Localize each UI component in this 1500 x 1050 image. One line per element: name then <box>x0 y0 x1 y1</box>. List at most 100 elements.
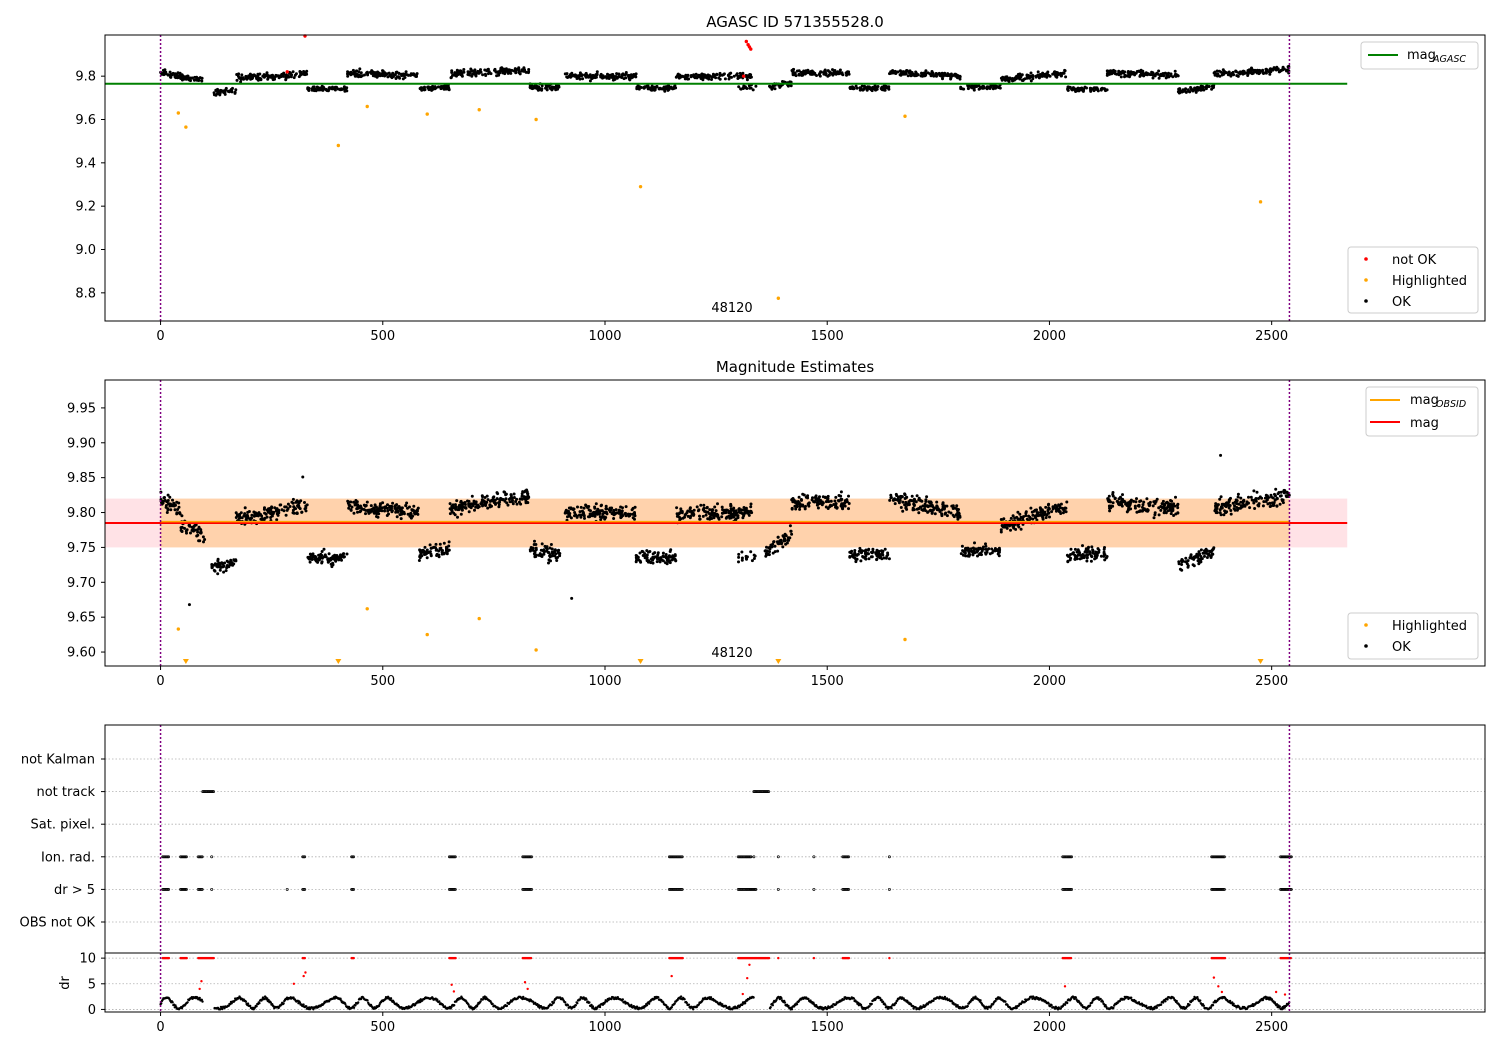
ok-point <box>940 71 944 75</box>
ok-point <box>1029 71 1033 75</box>
ok-point <box>225 566 229 570</box>
ok-point <box>633 517 636 521</box>
ok-point <box>1218 497 1222 501</box>
ok-point <box>269 508 273 512</box>
ok-point <box>524 497 528 501</box>
ok-point <box>688 510 692 513</box>
ok-point <box>865 87 869 91</box>
ok-point <box>954 74 958 78</box>
ok-point <box>1107 72 1111 76</box>
ok-point <box>246 516 250 520</box>
ok-point <box>1159 72 1163 76</box>
ok-point <box>1070 88 1074 92</box>
ok-point <box>256 76 260 80</box>
ok-point <box>634 72 638 76</box>
ok-point <box>1239 504 1243 508</box>
ok-point <box>196 533 200 537</box>
ok-point <box>359 71 363 75</box>
y-tick-label: 9.80 <box>67 506 96 521</box>
ok-point <box>635 87 639 91</box>
ok-point <box>587 75 591 79</box>
ok-point <box>362 508 366 511</box>
ok-point <box>250 516 254 520</box>
ok-point <box>167 502 171 506</box>
ok-point <box>861 88 865 92</box>
ok-point <box>718 71 722 75</box>
ok-point <box>593 76 597 80</box>
ok-point <box>1057 510 1061 514</box>
ok-point <box>439 85 443 88</box>
ok-point <box>653 555 657 559</box>
ok-point <box>570 596 574 600</box>
ok-point <box>436 85 440 89</box>
ok-point <box>368 508 371 512</box>
ok-point <box>1028 76 1031 80</box>
ok-point <box>258 72 262 76</box>
ok-point <box>622 77 626 81</box>
dr-point <box>389 997 393 1000</box>
ok-point <box>210 564 214 568</box>
ok-point <box>984 544 988 548</box>
ok-point <box>460 503 464 507</box>
ok-point <box>352 500 356 504</box>
ok-point <box>505 501 509 505</box>
ok-point <box>324 555 328 559</box>
y-tick-label: 9.65 <box>67 611 96 626</box>
ok-point <box>1089 559 1093 563</box>
ok-point <box>958 77 962 81</box>
ok-point <box>376 70 380 74</box>
ok-point <box>912 502 916 506</box>
ok-point <box>691 511 695 515</box>
ok-point <box>695 76 699 80</box>
ok-point <box>1113 69 1117 73</box>
ok-point <box>197 539 201 543</box>
ok-point <box>482 503 486 507</box>
ok-point <box>447 540 451 544</box>
ok-point <box>318 556 322 560</box>
ok-point <box>1162 74 1166 78</box>
ok-point <box>1017 525 1021 529</box>
ok-point <box>539 548 543 552</box>
ok-point <box>1225 510 1229 514</box>
ok-point <box>984 551 987 555</box>
ok-point <box>534 543 538 546</box>
ok-point <box>624 511 627 515</box>
ok-point <box>383 509 387 513</box>
highlighted-point <box>534 648 538 652</box>
ok-point <box>588 512 592 516</box>
ok-point <box>1142 500 1146 504</box>
ok-point <box>438 547 442 551</box>
ok-point <box>620 515 624 519</box>
ok-point <box>455 73 459 77</box>
ok-point <box>490 498 494 502</box>
ok-point <box>1048 515 1051 519</box>
x-tick-label: 2000 <box>1033 674 1066 689</box>
ok-point <box>190 76 194 80</box>
ok-point <box>234 558 238 562</box>
ok-point <box>268 74 272 78</box>
ok-point <box>1168 503 1172 507</box>
ok-point <box>340 88 344 92</box>
ok-point <box>768 547 772 551</box>
ok-point <box>1041 517 1045 521</box>
ok-point <box>435 552 439 556</box>
ok-point <box>266 510 270 514</box>
ok-point <box>166 493 170 497</box>
ok-point <box>460 508 464 512</box>
ok-point <box>975 549 979 553</box>
ok-point <box>657 556 661 560</box>
ok-point <box>705 506 709 510</box>
ok-point <box>378 502 382 506</box>
ok-point <box>1215 504 1219 508</box>
ok-point <box>810 498 814 502</box>
ok-point <box>740 508 744 512</box>
not-ok-point <box>749 47 753 51</box>
ok-point <box>276 509 280 513</box>
ok-point <box>1008 77 1012 81</box>
ok-point <box>826 499 830 503</box>
ok-point <box>229 558 233 562</box>
y-tick-label: 9.6 <box>75 113 96 128</box>
ok-point <box>1025 76 1029 80</box>
ok-point <box>230 561 234 565</box>
